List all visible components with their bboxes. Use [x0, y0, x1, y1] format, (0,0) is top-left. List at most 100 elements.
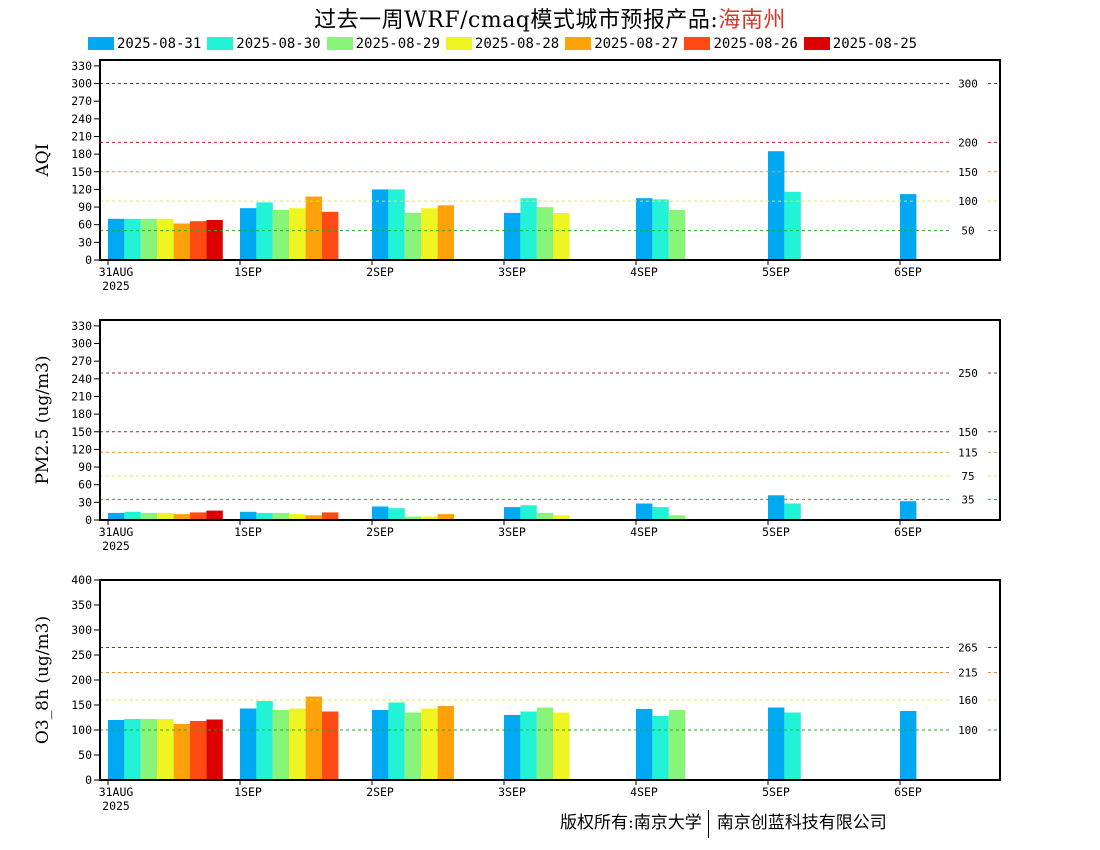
title-main: 过去一周WRF/cmaq模式城市预报产品: — [314, 8, 719, 33]
threshold-label: 35 — [961, 493, 974, 506]
bar — [504, 507, 521, 520]
y-tick-label: 90 — [78, 200, 92, 214]
chart-panel-1: 300 200 150 100 50 0 30 60 90 120 150 180 210 240 270 3… — [33, 59, 1001, 293]
bar — [305, 515, 322, 520]
bar — [437, 514, 454, 520]
bar — [553, 212, 570, 260]
legend-swatch — [207, 37, 234, 50]
bar — [668, 515, 686, 520]
bar — [636, 709, 653, 780]
bar — [108, 720, 125, 780]
x-tick-label: 1SEP — [234, 525, 262, 539]
legend-item: 2025-08-30 — [207, 36, 321, 52]
bar — [305, 196, 322, 260]
bar — [256, 701, 273, 780]
bar — [388, 508, 405, 520]
bar — [256, 512, 273, 520]
legend-swatch — [684, 37, 711, 50]
plot-frame — [99, 319, 1001, 521]
threshold-label-bg — [950, 641, 986, 654]
legend-item: 2025-08-31 — [88, 36, 201, 52]
bar — [404, 712, 422, 780]
threshold-label-bg — [950, 136, 986, 149]
bar — [504, 212, 521, 260]
title-place: 海南州 — [718, 8, 786, 33]
bar — [652, 199, 669, 260]
bar — [388, 189, 405, 260]
bar — [404, 212, 422, 260]
y-axis-label: O3_8h (ug/m3) — [33, 616, 53, 744]
bar — [289, 514, 306, 520]
copyright-right: 南京创蓝科技有限公司 — [716, 813, 887, 833]
bar — [124, 218, 141, 260]
bar — [900, 194, 917, 260]
x-tick-label: 6SEP — [894, 525, 922, 539]
bar — [553, 712, 570, 780]
y-tick-label: 90 — [78, 460, 92, 474]
legend-item: 2025-08-28 — [445, 36, 559, 52]
y-tick-label: 180 — [71, 147, 92, 161]
bar — [289, 708, 306, 780]
x-year-label: 2025 — [102, 539, 130, 553]
bar — [240, 208, 257, 260]
bar — [388, 702, 405, 780]
bar — [504, 715, 521, 780]
y-tick-label: 210 — [71, 389, 92, 403]
bar — [206, 719, 223, 780]
x-year-label: 2025 — [102, 799, 130, 813]
y-axis-label: PM2.5 (ug/m3) — [33, 355, 53, 484]
bar — [520, 505, 537, 520]
bar — [520, 198, 537, 260]
threshold-label-bg — [950, 666, 986, 679]
bar — [256, 202, 273, 260]
y-tick-label: 210 — [71, 129, 92, 143]
y-tick-label: 300 — [71, 337, 92, 351]
bar — [652, 716, 669, 780]
bar — [240, 708, 257, 780]
legend: 2025-08-31 2025-08-30 2025-08-29 2025-08-28… — [88, 35, 923, 55]
bar — [668, 710, 686, 780]
x-tick-label: 5SEP — [762, 265, 790, 279]
y-tick-label: 0 — [85, 773, 92, 787]
bar — [272, 210, 290, 260]
bar — [372, 506, 389, 520]
bar — [322, 711, 339, 780]
y-tick-label: 200 — [71, 673, 92, 687]
bar — [289, 208, 306, 260]
y-tick-label: 300 — [71, 77, 92, 91]
legend-swatch — [326, 37, 353, 50]
y-tick-label: 120 — [71, 182, 92, 196]
y-tick-label: 330 — [71, 319, 92, 333]
bar — [652, 507, 669, 520]
y-tick-label: 240 — [71, 112, 92, 126]
y-tick-label: 0 — [85, 253, 92, 267]
threshold-label: 160 — [958, 694, 978, 707]
legend-label: 2025-08-29 — [355, 35, 440, 52]
bar — [553, 515, 570, 520]
legend-item: 2025-08-25 — [803, 36, 917, 52]
y-tick-label: 100 — [71, 723, 92, 737]
bar — [173, 223, 190, 260]
threshold-label-bg — [950, 724, 986, 736]
bar — [421, 208, 438, 260]
bar — [272, 710, 290, 780]
y-tick-label: 270 — [71, 354, 92, 368]
bar — [421, 708, 438, 780]
x-tick-label: 6SEP — [894, 265, 922, 279]
threshold-label-bg — [950, 469, 986, 482]
x-tick-label: 3SEP — [498, 265, 526, 279]
bar — [157, 218, 174, 260]
bar — [900, 501, 917, 520]
y-tick-label: 270 — [71, 94, 92, 108]
x-tick-label: 4SEP — [630, 265, 658, 279]
x-tick-label: 1SEP — [234, 785, 262, 799]
y-tick-label: 180 — [71, 407, 92, 421]
bar — [768, 495, 785, 520]
bar — [173, 724, 190, 780]
bar — [784, 503, 801, 520]
legend-label: 2025-08-31 — [117, 35, 202, 52]
x-tick-label: 5SEP — [762, 525, 790, 539]
threshold-label-bg — [950, 425, 986, 438]
y-tick-label: 30 — [78, 235, 92, 249]
threshold-label: 150 — [958, 166, 978, 179]
